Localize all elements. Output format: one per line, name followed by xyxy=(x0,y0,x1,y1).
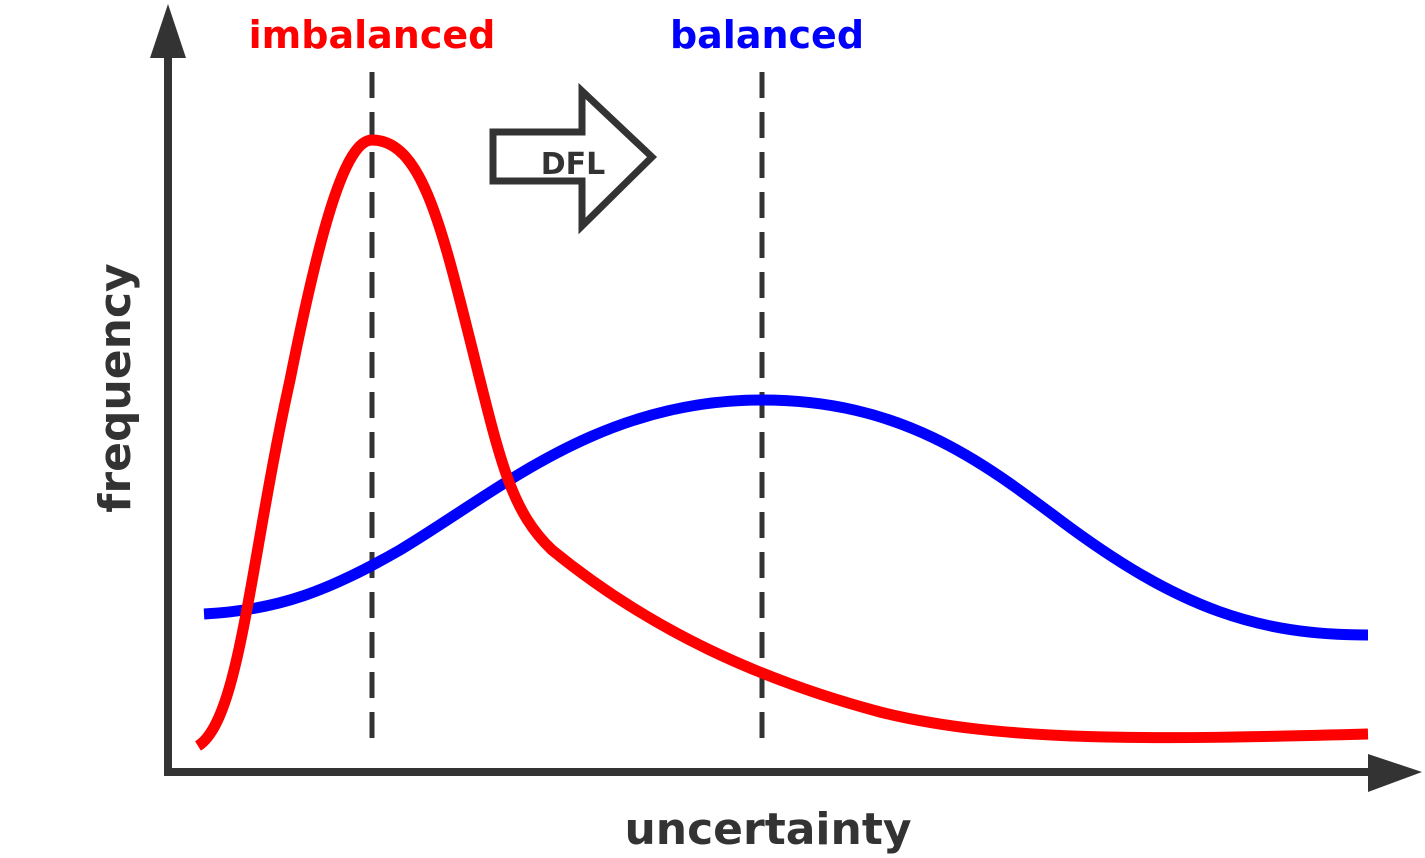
dfl-arrow-label: DFL xyxy=(541,147,606,182)
imbalanced-label: imbalanced xyxy=(249,13,496,57)
x-axis-label: uncertainty xyxy=(624,804,911,855)
balanced-label: balanced xyxy=(670,13,864,57)
dfl-arrow-outline xyxy=(489,82,658,235)
axes xyxy=(150,4,1422,792)
x-axis-arrowhead xyxy=(1368,754,1422,792)
y-axis-arrowhead xyxy=(150,4,186,58)
imbalanced-curve xyxy=(194,134,1369,751)
balanced-curve xyxy=(203,394,1369,641)
reference-lines xyxy=(369,72,765,752)
dfl-transition-arrow: DFL xyxy=(489,82,658,235)
y-axis-label: frequency xyxy=(90,263,141,512)
